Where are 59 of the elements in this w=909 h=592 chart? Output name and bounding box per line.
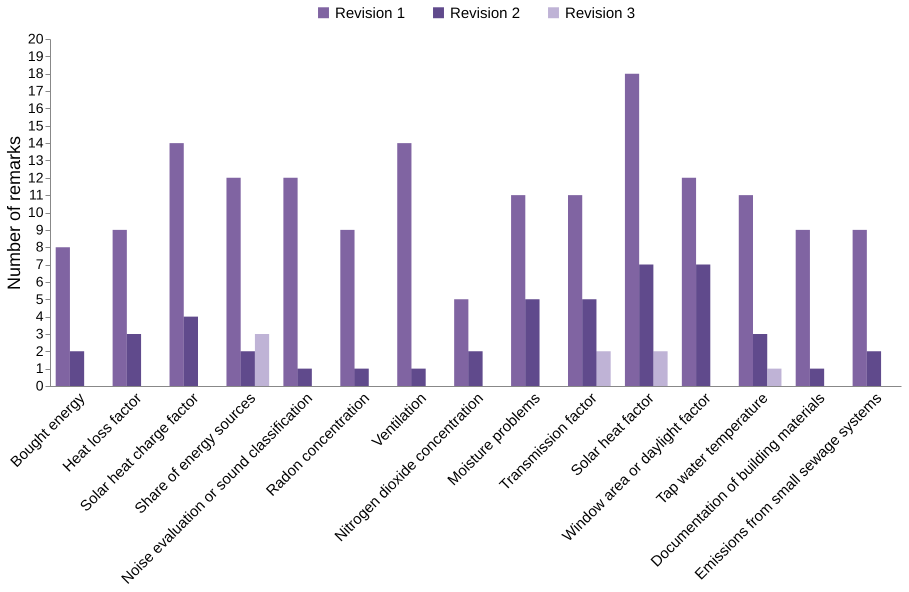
y-tick-label: 10 bbox=[28, 204, 44, 220]
y-tick-label: 3 bbox=[36, 325, 44, 342]
bar bbox=[468, 351, 483, 386]
y-tick-label: 0 bbox=[36, 378, 44, 394]
legend-label: Revision 3 bbox=[565, 4, 636, 22]
bar bbox=[298, 368, 312, 386]
y-tick-label: 1 bbox=[36, 360, 44, 376]
bar bbox=[639, 264, 654, 386]
bar bbox=[866, 351, 882, 386]
bar bbox=[397, 143, 412, 386]
bar bbox=[624, 74, 640, 386]
y-tick-label: 20 bbox=[28, 30, 44, 46]
bar bbox=[852, 230, 867, 386]
y-tick-label: 9 bbox=[36, 221, 44, 238]
bar bbox=[511, 195, 526, 386]
bar bbox=[596, 351, 611, 386]
bar bbox=[240, 351, 255, 386]
bar bbox=[126, 334, 142, 386]
bar bbox=[70, 351, 84, 386]
legend-label: Revision 2 bbox=[450, 4, 520, 22]
y-tick-label: 2 bbox=[36, 342, 44, 359]
y-tick-label: 18 bbox=[28, 65, 44, 82]
bar bbox=[170, 143, 184, 386]
y-tick-label: 12 bbox=[28, 169, 44, 186]
y-tick-label: 5 bbox=[36, 290, 44, 307]
bar bbox=[653, 351, 668, 386]
bar bbox=[112, 230, 127, 386]
bar bbox=[283, 178, 298, 386]
bar bbox=[568, 195, 582, 386]
y-tick-label: 15 bbox=[28, 117, 44, 134]
bar bbox=[354, 368, 369, 386]
bar bbox=[767, 368, 782, 386]
y-axis-title: Number of remarks bbox=[4, 136, 24, 290]
y-tick-label: 14 bbox=[28, 134, 44, 151]
bar bbox=[796, 230, 810, 386]
y-tick-label: 8 bbox=[36, 238, 44, 255]
bar bbox=[454, 299, 468, 386]
bar bbox=[738, 195, 753, 386]
y-tick-label: 6 bbox=[36, 273, 44, 290]
bar bbox=[254, 334, 270, 386]
bar bbox=[753, 334, 768, 386]
bar bbox=[682, 178, 696, 386]
y-tick-label: 13 bbox=[28, 152, 44, 168]
bar bbox=[56, 247, 70, 386]
y-tick-label: 11 bbox=[28, 186, 44, 203]
bar bbox=[411, 368, 426, 386]
bar bbox=[582, 299, 596, 386]
bar bbox=[696, 264, 710, 386]
y-tick-label: 17 bbox=[28, 82, 44, 99]
legend-label: Revision 1 bbox=[335, 4, 406, 22]
bar bbox=[810, 368, 824, 386]
bar bbox=[340, 230, 355, 386]
y-tick-label: 4 bbox=[36, 308, 44, 324]
bar bbox=[184, 316, 198, 386]
y-tick-label: 7 bbox=[36, 256, 44, 272]
y-tick-label: 16 bbox=[28, 100, 44, 116]
bar bbox=[525, 299, 540, 386]
y-tick-label: 19 bbox=[28, 48, 44, 64]
bar bbox=[226, 178, 241, 386]
